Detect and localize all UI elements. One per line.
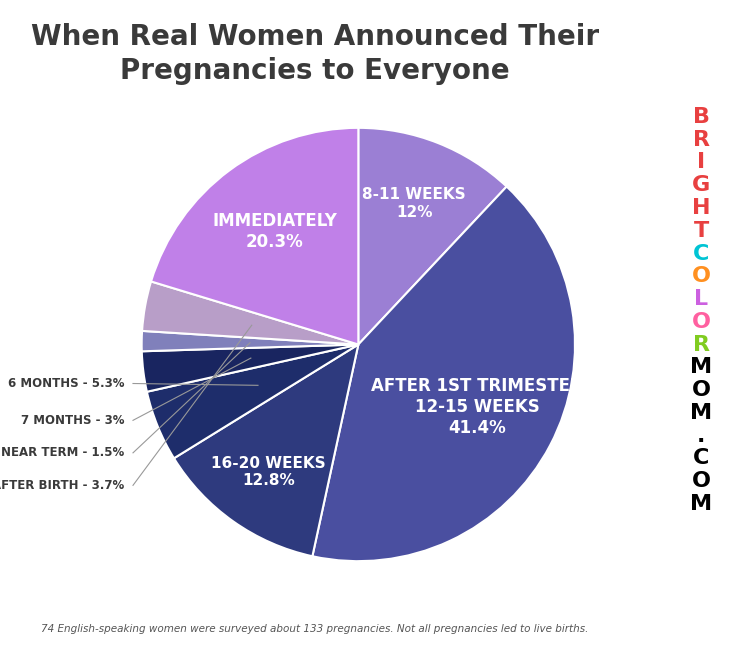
Text: M: M xyxy=(690,358,712,377)
Text: I: I xyxy=(698,153,705,172)
Text: When Real Women Announced Their
Pregnancies to Everyone: When Real Women Announced Their Pregnanc… xyxy=(31,23,599,85)
Wedge shape xyxy=(147,344,358,458)
Text: 7 MONTHS - 3%: 7 MONTHS - 3% xyxy=(21,414,125,427)
Text: M: M xyxy=(690,494,712,514)
Text: .: . xyxy=(697,426,706,445)
Wedge shape xyxy=(151,128,358,344)
Wedge shape xyxy=(358,128,507,344)
Text: L: L xyxy=(694,289,708,309)
Text: H: H xyxy=(692,198,710,218)
Text: G: G xyxy=(692,176,710,195)
Wedge shape xyxy=(142,331,358,351)
Text: 8-11 WEEKS
12%: 8-11 WEEKS 12% xyxy=(362,187,466,220)
Text: O: O xyxy=(692,380,711,400)
Wedge shape xyxy=(313,187,575,561)
Text: 16-20 WEEKS
12.8%: 16-20 WEEKS 12.8% xyxy=(211,456,326,488)
Text: C: C xyxy=(693,448,709,468)
Text: 74 English-speaking women were surveyed about 133 pregnancies. Not all pregnanci: 74 English-speaking women were surveyed … xyxy=(41,624,589,634)
Text: IMMEDIATELY
20.3%: IMMEDIATELY 20.3% xyxy=(212,212,337,251)
Text: O: O xyxy=(692,266,711,286)
Text: 6 MONTHS - 5.3%: 6 MONTHS - 5.3% xyxy=(8,377,124,390)
Text: T: T xyxy=(694,221,709,240)
Wedge shape xyxy=(142,344,358,392)
Wedge shape xyxy=(174,344,358,556)
Text: M: M xyxy=(690,403,712,422)
Text: R: R xyxy=(693,335,709,354)
Text: B: B xyxy=(693,107,709,127)
Text: AFTER BIRTH - 3.7%: AFTER BIRTH - 3.7% xyxy=(0,479,124,492)
Text: C: C xyxy=(693,244,709,263)
Text: O: O xyxy=(692,312,711,332)
Text: NEAR TERM - 1.5%: NEAR TERM - 1.5% xyxy=(1,447,124,460)
Text: R: R xyxy=(693,130,709,150)
Text: O: O xyxy=(692,471,711,491)
Text: AFTER 1ST TRIMESTER
12-15 WEEKS
41.4%: AFTER 1ST TRIMESTER 12-15 WEEKS 41.4% xyxy=(371,377,583,437)
Wedge shape xyxy=(142,281,358,344)
